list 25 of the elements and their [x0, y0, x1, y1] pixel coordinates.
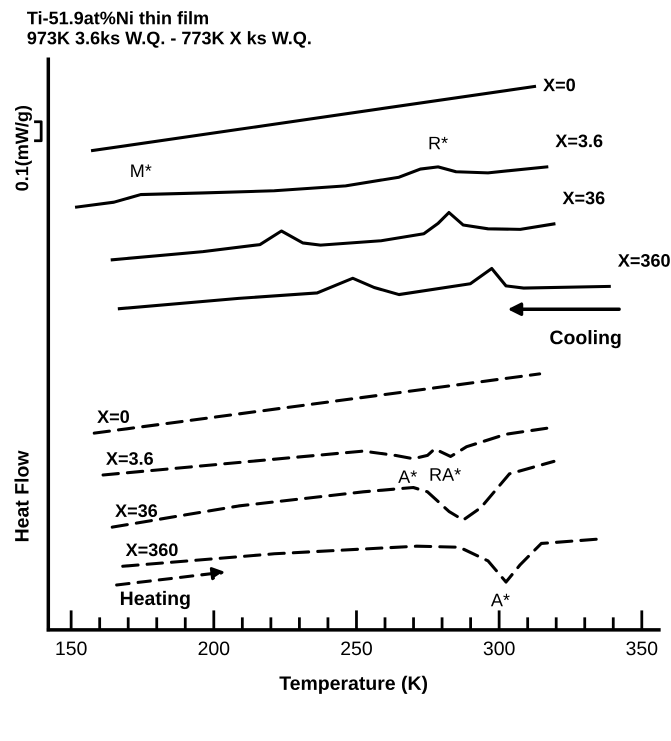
- series-label: X=0: [97, 410, 129, 424]
- series-label: X=36: [115, 504, 158, 518]
- annotation: R*: [430, 136, 448, 150]
- chart-title: Ti-51.9at%Ni thin film: [27, 11, 208, 24]
- x-tick-label: 250: [341, 641, 372, 656]
- x-tick-label: 300: [484, 641, 515, 656]
- series-label: X=3.6: [556, 134, 602, 148]
- series-label: X=3.6: [106, 452, 153, 465]
- annotation: A*: [398, 470, 417, 483]
- chart-subtitle: 973K 3.6ks W.Q. - 773K X ks W.Q.: [27, 31, 311, 48]
- annotation: Heating: [120, 590, 190, 610]
- series-label: X=36: [562, 192, 604, 204]
- annotation: M*: [131, 164, 152, 177]
- annotation: A*: [490, 594, 510, 606]
- annotation: RA*: [430, 468, 461, 481]
- series-label: X=360: [618, 254, 670, 267]
- series-label: X=360: [126, 543, 178, 556]
- x-tick-label: 150: [56, 641, 87, 656]
- x-tick-label: 350: [626, 641, 658, 656]
- text: 0.1(mW/g): [15, 106, 32, 191]
- y-axis-title: Heat Flow: [14, 450, 29, 542]
- x-tick-label: 200: [198, 641, 230, 656]
- x-axis-title: Temperature (K): [279, 676, 428, 694]
- annotation: Cooling: [550, 330, 621, 348]
- series-label: X=0: [543, 78, 575, 92]
